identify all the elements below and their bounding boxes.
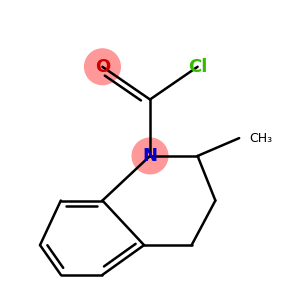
Text: Cl: Cl <box>188 58 207 76</box>
Text: CH₃: CH₃ <box>250 132 273 145</box>
Text: O: O <box>95 58 110 76</box>
Circle shape <box>85 49 120 85</box>
Text: N: N <box>142 147 158 165</box>
Circle shape <box>132 138 168 174</box>
